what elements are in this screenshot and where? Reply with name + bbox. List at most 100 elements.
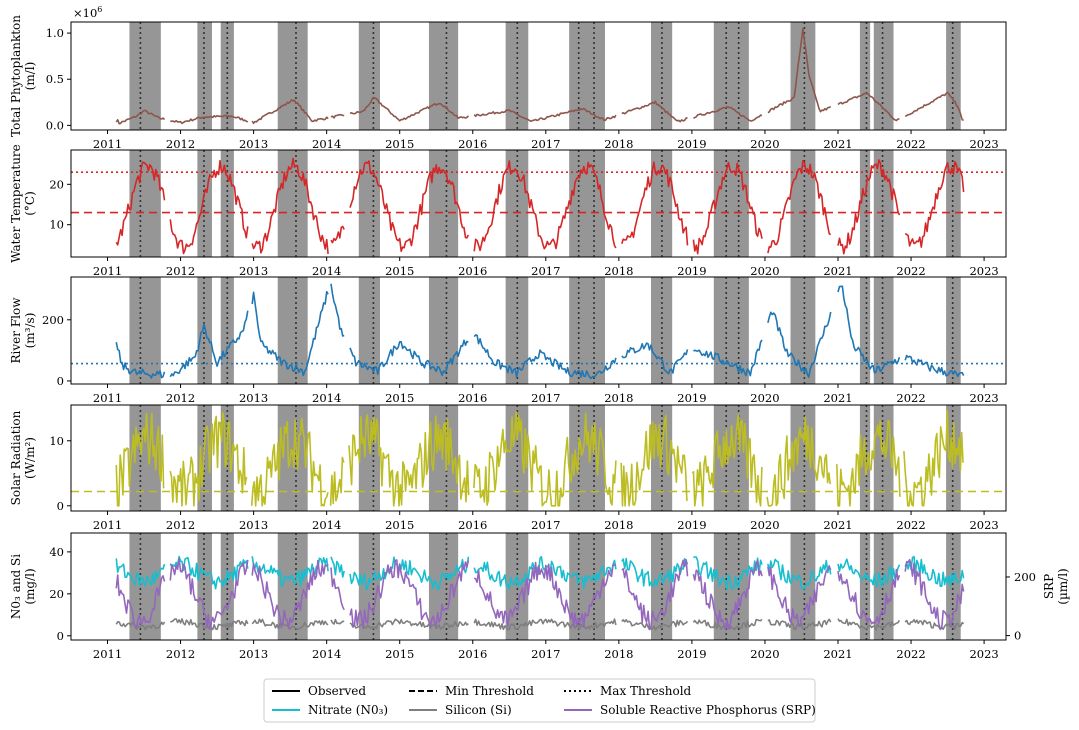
shaded-period	[946, 533, 961, 640]
y-scale-label: ×106	[73, 5, 102, 20]
x-tick-label: 2021	[823, 264, 852, 278]
y2-tick-label: 200	[1014, 570, 1036, 584]
x-tick-label: 2012	[166, 647, 195, 661]
x-tick-label: 2014	[312, 264, 341, 278]
legend-label: Max Threshold	[600, 684, 692, 698]
shaded-period	[197, 277, 212, 384]
x-tick-label: 2022	[896, 391, 925, 405]
x-tick-label: 2019	[677, 264, 706, 278]
shaded-period	[713, 150, 749, 257]
axes-frame	[70, 149, 1007, 258]
x-tick-label: 2012	[166, 391, 195, 405]
shaded-period	[277, 277, 308, 384]
x-tick-label: 2019	[677, 137, 706, 151]
shaded-period	[859, 533, 871, 640]
shaded-period	[428, 22, 459, 130]
shaded-period	[859, 277, 871, 384]
x-tick-label: 2018	[604, 518, 633, 532]
x-tick-label: 2020	[750, 137, 779, 151]
x-tick-label: 2011	[93, 137, 122, 151]
y-axis-label: Solar Radiation(W/m²)	[9, 410, 37, 505]
shaded-period	[129, 277, 161, 384]
x-tick-label: 2012	[166, 137, 195, 151]
shaded-period	[428, 277, 459, 384]
y-tick-label: 0.5	[46, 72, 64, 86]
shaded-period	[358, 277, 380, 384]
series-line	[115, 557, 965, 631]
legend-box	[263, 678, 816, 723]
x-tick-label: 2023	[969, 264, 998, 278]
x-tick-label: 2017	[531, 647, 560, 661]
y-axis-label: Total Phytoplankton(m/l)	[9, 15, 37, 137]
plot-area	[71, 157, 1006, 255]
series-line	[115, 157, 965, 255]
series-line	[115, 618, 965, 631]
plot-area	[71, 410, 1006, 507]
x-tick-label: 2015	[385, 647, 414, 661]
x-tick-label: 2016	[458, 264, 487, 278]
shaded-period	[197, 150, 212, 257]
x-tick-label: 2018	[604, 264, 633, 278]
x-tick-label: 2013	[239, 518, 268, 532]
legend: Observed Min Threshold Max Threshold Nitrat…	[263, 678, 816, 723]
legend-label: Observed	[308, 684, 366, 698]
y-tick-label: 10	[49, 434, 64, 448]
axes-frame	[70, 532, 1007, 641]
y-axis-label: River Flow(m³/s)	[9, 297, 37, 364]
y-tick-label: 200	[42, 313, 64, 327]
x-tick-label: 2021	[823, 647, 852, 661]
y-tick-label: 0	[57, 629, 64, 643]
legend-label: Min Threshold	[445, 684, 534, 698]
x-tick-label: 2018	[604, 391, 633, 405]
x-tick-label: 2021	[823, 518, 852, 532]
x-tick-label: 2011	[93, 264, 122, 278]
x-tick-label: 2011	[93, 647, 122, 661]
shaded-period	[220, 533, 234, 640]
shaded-period	[713, 22, 749, 130]
panels: 2011 2012 2013 2014 2015 2016 2017 2018 2019 2020…	[9, 5, 1070, 661]
plot-area	[71, 283, 1006, 380]
x-tick-label: 2019	[677, 518, 706, 532]
x-tick-label: 2014	[312, 137, 341, 151]
x-tick-label: 2014	[312, 647, 341, 661]
axes-frame	[70, 21, 1007, 131]
x-tick-label: 2013	[239, 137, 268, 151]
x-tick-label: 2015	[385, 391, 414, 405]
y-axis-label: N0₃ and Si(mg/l)	[9, 554, 37, 619]
shaded-period	[277, 150, 308, 257]
shaded-period	[873, 277, 894, 384]
shaded-period	[873, 533, 894, 640]
x-tick-label: 2022	[896, 137, 925, 151]
x-tick-label: 2016	[458, 647, 487, 661]
x-tick-label: 2018	[604, 647, 633, 661]
plot-area	[115, 555, 965, 631]
x-tick-label: 2016	[458, 391, 487, 405]
shaded-period	[569, 533, 605, 640]
shaded-period	[220, 277, 234, 384]
shaded-period	[197, 533, 212, 640]
shaded-period	[873, 150, 894, 257]
x-tick-label: 2011	[93, 518, 122, 532]
x-tick-label: 2015	[385, 137, 414, 151]
shaded-period	[197, 22, 212, 130]
x-tick-label: 2013	[239, 647, 268, 661]
x-tick-label: 2011	[93, 391, 122, 405]
series-line	[115, 555, 965, 591]
x-tick-label: 2023	[969, 137, 998, 151]
x-tick-label: 2017	[531, 264, 560, 278]
shaded-period	[650, 150, 673, 257]
x-tick-label: 2013	[239, 264, 268, 278]
x-tick-label: 2016	[458, 137, 487, 151]
shaded-period	[790, 22, 816, 130]
shaded-period	[859, 22, 871, 130]
x-tick-label: 2023	[969, 391, 998, 405]
shaded-period	[569, 22, 605, 130]
axes-frame	[70, 276, 1007, 385]
shaded-period	[946, 150, 961, 257]
x-tick-label: 2017	[531, 137, 560, 151]
shaded-period	[129, 150, 161, 257]
shaded-period	[946, 22, 961, 130]
shaded-period	[358, 22, 380, 130]
axes-frame	[70, 404, 1007, 512]
legend-label: Soluble Reactive Phosphorus (SRP)	[600, 703, 816, 717]
